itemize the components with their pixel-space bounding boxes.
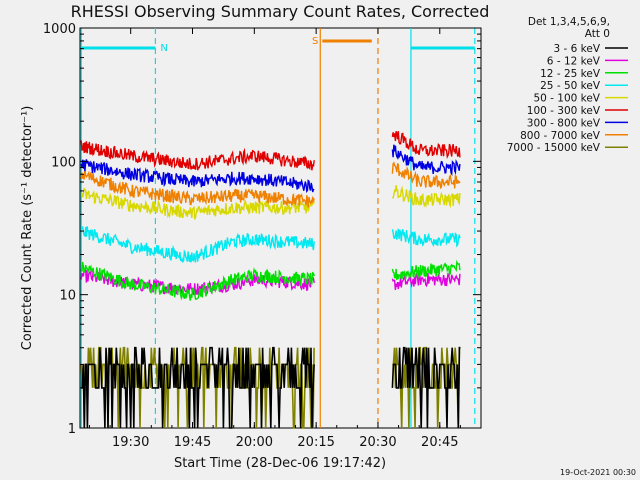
legend-header-0: Det 1,3,4,5,6,9,: [528, 16, 610, 28]
y-axis-label: Corrected Count Rate (s⁻¹ detector⁻¹): [20, 106, 35, 351]
series-line-0: [81, 346, 461, 429]
footer-timestamp: 19-Oct-2021 00:30: [560, 468, 636, 477]
legend-label-8: 7000 - 15000 keV: [507, 142, 601, 154]
legend-label-0: 3 - 6 keV: [553, 43, 600, 55]
series-line-7: [80, 161, 461, 208]
y-tick-label-0: 1: [68, 422, 76, 437]
chart-title: RHESSI Observing Summary Count Rates, Co…: [71, 2, 490, 21]
night-label: N: [160, 43, 167, 54]
x-tick-label-3: 20:15: [297, 435, 334, 450]
series-line-3: [80, 225, 461, 264]
axes: 19:30 19:45 20:00 20:15 20:30 20:45 1 10 100 1000: [43, 22, 482, 450]
x-tick-label-0: 19:30: [112, 435, 149, 450]
legend-label-7: 800 - 7000 keV: [520, 130, 601, 142]
x-tick-label-2: 20:00: [236, 435, 273, 450]
saa-label: S: [312, 36, 318, 47]
legend-header-1: Att 0: [585, 28, 610, 40]
plot-frame: [79, 27, 482, 429]
legend-label-3: 25 - 50 keV: [540, 80, 601, 92]
plot-marks: SN: [80, 28, 476, 429]
x-tick-label-4: 20:30: [359, 435, 396, 450]
y-tick-label-2: 100: [51, 155, 76, 170]
series-line-6: [80, 144, 461, 194]
x-tick-label-1: 19:45: [174, 435, 211, 450]
series-line-4: [80, 185, 461, 220]
x-tick-label-5: 20:45: [421, 435, 458, 450]
series-line-5: [80, 131, 461, 171]
legend-label-4: 50 - 100 keV: [533, 93, 600, 105]
legend-label-2: 12 - 25 keV: [540, 68, 601, 80]
y-tick-label-1: 10: [59, 289, 76, 304]
legend-label-5: 100 - 300 keV: [527, 105, 601, 117]
x-axis-label: Start Time (28-Dec-06 19:17:42): [174, 456, 386, 471]
series-line-1: [80, 268, 461, 296]
y-tick-label-3: 1000: [43, 22, 76, 37]
legend-label-1: 6 - 12 keV: [547, 55, 601, 67]
legend-label-6: 300 - 800 keV: [527, 117, 601, 129]
series-line-2: [80, 259, 461, 301]
